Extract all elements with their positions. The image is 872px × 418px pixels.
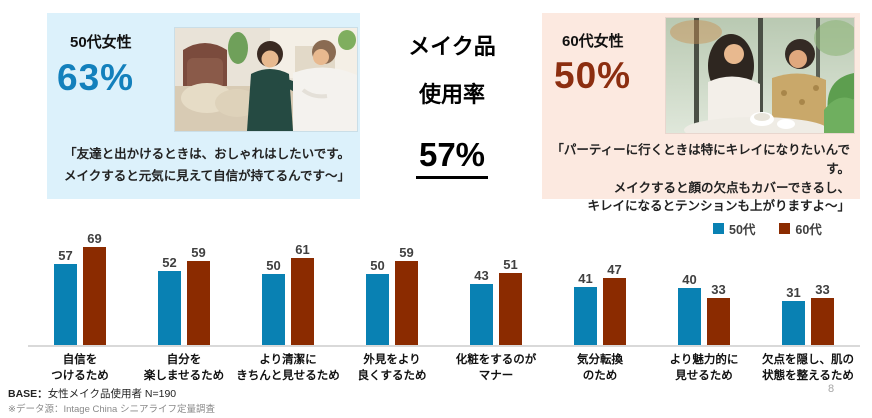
usage-rate-block: メイク品 使用率 57% [372,36,532,179]
bar-50代 [262,274,285,345]
chart-group: 41 47 [548,225,652,345]
bar-value-label: 50 [370,258,385,273]
chart-group: 50 59 [340,225,444,345]
bar-50代 [470,283,493,345]
bar-with-label: 33 [707,283,730,345]
chart-bars: 57 69 52 59 50 61 50 59 43 51 41 47 40 33 31 33 [28,225,860,345]
panel-60s-percentage: 50% [554,55,632,96]
category-label: より清潔に きちんと見せるため [236,354,340,383]
bar-with-label: 57 [54,249,77,345]
legend-swatch-icon [779,223,791,234]
bar-50代 [158,271,181,345]
panel-60s: 60代女性 50% [542,13,860,213]
panel-50s-title: 50代女性 [70,34,132,51]
category-label: 欠点を隠し、肌の 状態を整えるため [762,354,854,383]
photo-50s-women [175,28,357,131]
bar-60代 [187,261,210,345]
usage-rate-value: 57% [415,136,489,179]
bar-with-label: 52 [158,256,181,345]
bar-with-label: 51 [499,258,522,345]
chart-baseline [28,345,860,347]
bar-with-label: 47 [603,263,626,345]
bar-60代 [395,261,418,345]
bar-60代 [499,272,522,345]
base-text: 女性メイク品使用者 N=190 [47,388,177,400]
chart-group: 31 33 [756,225,860,345]
bar-value-label: 59 [191,245,206,261]
bar-value-label: 57 [58,248,73,264]
usage-rate-title-line1: メイク品 [408,34,496,59]
bar-with-label: 50 [366,259,389,345]
photo-60s-women [666,18,854,133]
legend-item-60代: 60代 [779,219,822,238]
base-note: BASE：女性メイク品使用者 N=190 [8,386,176,401]
category-label: 外見をより 良くするため [357,354,427,383]
bar-value-label: 33 [711,282,726,298]
bar-value-label: 51 [503,256,518,272]
chart-group: 50 61 [236,225,340,345]
chart-group: 40 33 [652,225,756,345]
bar-with-label: 43 [470,269,493,345]
panel-50s-quote: 「友達と出かけるときは、おしゃれはしたいです。 メイクすると元気に見えて自信が持… [63,147,350,183]
bar-with-label: 40 [678,273,701,345]
bar-60代 [83,247,106,345]
bar-value-label: 47 [607,262,622,278]
category-label: 化粧をするのが マナー [455,354,537,383]
chart-legend: 50代 60代 [713,219,822,238]
chart-group: 43 51 [444,225,548,345]
usage-rate-title-line2: 使用率 [418,82,485,107]
panel-50s-percentage: 63% [57,57,135,98]
base-label: BASE： [8,388,48,400]
chart-categories: 自信を つけるため 自分を 楽しませるため より清潔に きちんと見せるため 外見をより… [28,352,860,384]
legend-label: 60代 [795,223,822,237]
category-label: 自分を 楽しませるため [143,354,225,383]
bar-50代 [574,286,597,345]
bar-value-label: 33 [815,282,830,298]
bar-value-label: 43 [474,267,489,283]
legend-swatch-icon [713,223,724,234]
bar-with-label: 61 [291,243,314,345]
bar-with-label: 50 [262,259,285,345]
bar-60代 [811,298,834,345]
data-source-note: ※データ源：Intage China シニアライフ定量調査 [8,404,215,415]
bar-50代 [782,300,805,345]
page-number: 8 [828,383,835,395]
bar-with-label: 69 [83,232,106,345]
category-label: 自信を つけるため [51,354,109,383]
category-label: より魅力的に 見せるため [669,354,739,383]
bar-value-label: 31 [786,284,801,300]
bar-50代 [678,288,701,345]
bar-60代 [603,278,626,345]
bar-with-label: 59 [187,246,210,345]
bar-60代 [707,298,730,345]
bar-value-label: 59 [399,245,414,261]
bar-with-label: 31 [782,286,805,345]
legend-label: 50代 [729,223,756,237]
panel-60s-title: 60代女性 [562,33,624,50]
panel-50s: 50代女性 63% [47,13,360,199]
bar-value-label: 41 [578,270,593,286]
bar-with-label: 33 [811,283,834,345]
bar-60代 [291,258,314,345]
bar-value-label: 69 [87,231,102,247]
bar-50代 [54,264,77,345]
bar-value-label: 50 [266,258,281,273]
bar-value-label: 52 [162,255,177,271]
bar-chart: 57 69 52 59 50 61 50 59 43 51 41 47 40 33 31 33 自信を つける… [28,225,860,384]
chart-group: 57 69 [28,225,132,345]
chart-group: 52 59 [132,225,236,345]
legend-item-50代: 50代 [713,219,755,238]
bar-50代 [366,274,389,345]
bar-value-label: 61 [295,242,310,258]
bar-with-label: 59 [395,246,418,345]
bar-value-label: 40 [682,272,697,288]
bar-with-label: 41 [574,272,597,345]
category-label: 気分転換 のため [577,354,623,383]
panel-60s-quote: 「パーティーに行くときは特にキレイになりたいんです。 メイクすると顔の欠点もカバ… [551,143,850,214]
